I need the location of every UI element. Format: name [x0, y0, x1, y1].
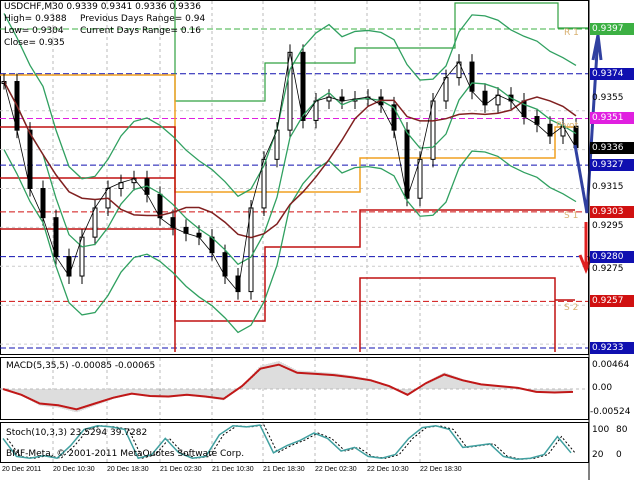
s2-step-line — [0, 177, 575, 352]
candle — [404, 129, 410, 199]
time-label: 22 Dec 18:30 — [420, 466, 462, 473]
time-label: 20 Dec 10:30 — [53, 466, 95, 473]
candle — [222, 252, 228, 277]
price-tick: 0.9315 — [592, 182, 624, 193]
stoch-tick: 80 — [616, 425, 628, 435]
close-label: Close= 0.935 — [4, 38, 65, 48]
down-arrow-icon — [578, 222, 594, 275]
candle — [27, 129, 33, 189]
candle — [313, 100, 319, 121]
candle — [92, 207, 98, 238]
price-tick: 0.9275 — [592, 264, 624, 275]
macd-tick: 0.00 — [592, 383, 613, 393]
price-tag: 0.9397 — [590, 23, 634, 35]
bollinger-upper — [3, 13, 577, 198]
candle — [40, 187, 46, 219]
symbol-info: USDCHF,M30 0.9339 0.9341 0.9336 0.9336 — [4, 2, 201, 12]
stoch-main-line — [2, 424, 572, 461]
macd-signal-line — [2, 363, 574, 411]
price-tag: 0.9327 — [590, 159, 634, 172]
time-label: 21 Dec 02:30 — [160, 466, 202, 473]
candle — [300, 51, 306, 121]
moving-average — [3, 81, 577, 239]
candle — [79, 236, 85, 277]
s1-step-line — [0, 126, 575, 322]
price-tick: 0.9355 — [592, 92, 624, 103]
price-line — [3, 52, 577, 293]
price-tag: 0.9351 — [590, 112, 634, 125]
price-tag: 0.9336 — [590, 141, 634, 154]
candle — [53, 217, 59, 258]
candle — [157, 193, 163, 219]
time-label: 21 Dec 18:30 — [263, 466, 305, 473]
price-tag: 0.9374 — [590, 67, 634, 80]
arrow-head-icon — [591, 34, 603, 61]
price-tag: 0.9280 — [590, 250, 634, 263]
s2-label: S 2 — [564, 303, 579, 313]
candle — [443, 77, 449, 102]
price-tag: 0.9257 — [590, 295, 634, 308]
copyright: BMF-Meta, © 2001-2011 MetaQuotes Softwar… — [6, 449, 245, 459]
low-label: Low= 0.9304 — [4, 26, 64, 36]
time-label: 20 Dec 2011 — [2, 466, 42, 473]
r1-label: R 1 — [564, 28, 579, 38]
bollinger-middle — [3, 81, 577, 266]
candle — [66, 256, 72, 277]
macd-label: MACD(5,35,5) -0.00085 -0.00065 — [6, 361, 156, 371]
macd-tick: -0.00524 — [590, 407, 631, 417]
time-label: 20 Dec 18:30 — [107, 466, 149, 473]
high-label: High= 0.9388 — [4, 14, 67, 24]
stoch-tick: 20 — [592, 450, 604, 460]
stoch-label: Stoch(10,3,3) 23.5294 39.7282 — [6, 428, 148, 438]
candle — [469, 61, 475, 92]
time-label: 22 Dec 02:30 — [315, 466, 357, 473]
time-label: 22 Dec 10:30 — [367, 466, 409, 473]
price-tag: 0.9303 — [590, 205, 634, 218]
stoch-tick: 100 — [592, 425, 610, 435]
candle — [430, 100, 436, 160]
price-tick: 0.9295 — [592, 221, 624, 232]
candle — [248, 207, 254, 293]
prev-range-label: Previous Days Range= 0.94 — [80, 14, 206, 24]
curr-range-label: Current Days Range= 0.16 — [80, 26, 201, 36]
price-tag: 0.9233 — [590, 341, 634, 354]
candle — [287, 51, 293, 131]
time-label: 21 Dec 10:30 — [212, 466, 254, 473]
candle — [417, 158, 423, 199]
macd-tick: 0.00464 — [592, 360, 630, 370]
s1-label: S 1 — [564, 211, 579, 221]
pivot-label: Pivot — [556, 121, 579, 131]
stoch-tick: 0 — [616, 450, 622, 460]
r1-step-line — [174, 0, 588, 102]
forecast-arrow — [573, 34, 600, 214]
